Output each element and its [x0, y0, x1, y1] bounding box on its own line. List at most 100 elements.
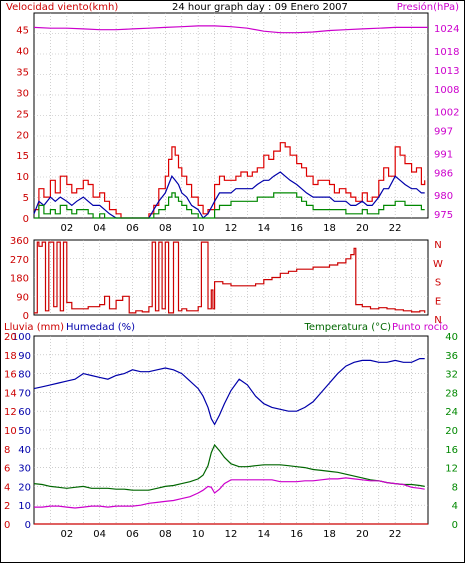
wind-series-wind_avg: [33, 171, 425, 219]
rain-y-tick: 6: [4, 464, 10, 475]
humidity-y-tick: 50: [18, 426, 31, 437]
pressure-y-tick: 980: [434, 191, 453, 202]
x-tick-label: 14: [257, 529, 270, 540]
x-tick-label: 20: [356, 223, 369, 234]
wind-series-wind_min: [34, 192, 425, 219]
temperature-y-tick: 0: [452, 520, 458, 531]
wind-series-pressure: [33, 25, 428, 34]
x-tick-label: 18: [323, 529, 336, 540]
x-tick-label: 16: [290, 223, 303, 234]
direction-y-tick: 90: [16, 292, 29, 303]
temperature-y-tick: 20: [445, 426, 458, 437]
dewpoint-axis-title: Punto rocío: [392, 321, 448, 333]
rain-y-tick: 12: [4, 407, 17, 418]
rain-y-tick: 14: [4, 388, 17, 399]
x-tick-label: 02: [60, 529, 73, 540]
temperature-y-tick: 24: [445, 407, 458, 418]
wind-y-tick: 25: [16, 109, 29, 120]
humidity-y-tick: 0: [25, 520, 31, 531]
wind-y-tick: 20: [16, 130, 29, 141]
rain-y-tick: 18: [4, 351, 17, 362]
humidity-y-tick: 20: [18, 482, 31, 493]
wind-y-tick: 10: [16, 172, 29, 183]
x-tick-label: 14: [257, 223, 270, 234]
wind-y-tick: 35: [16, 68, 29, 79]
x-tick-label: 04: [93, 529, 106, 540]
humidity-y-tick: 70: [18, 388, 31, 399]
direction-y-tick: 0: [23, 311, 29, 322]
rain-y-tick: 20: [4, 332, 17, 343]
x-tick-label: 22: [389, 529, 402, 540]
direction-y-tick: 180: [10, 274, 29, 285]
pressure-y-tick: 997: [434, 127, 453, 138]
rain-y-tick: 0: [4, 520, 10, 531]
compass-label: N: [434, 315, 441, 326]
x-tick-label: 10: [192, 529, 205, 540]
rain-y-tick: 16: [4, 370, 17, 381]
x-tick-label: 02: [60, 223, 73, 234]
temperature-y-tick: 32: [445, 370, 458, 381]
x-tick-label: 22: [389, 223, 402, 234]
pressure-y-tick: 1024: [434, 24, 459, 35]
pressure-y-tick: 1018: [434, 47, 459, 58]
humidity-y-tick: 60: [18, 407, 31, 418]
x-tick-label: 20: [356, 529, 369, 540]
x-tick-label: 16: [290, 529, 303, 540]
hum-temp-series-dewpoint: [34, 477, 425, 509]
x-tick-label: 08: [159, 529, 172, 540]
x-tick-label: 18: [323, 223, 336, 234]
chart-title: 24 hour graph day : 09 Enero 2007: [172, 2, 348, 13]
x-tick-label: 12: [225, 223, 238, 234]
humidity-y-tick: 100: [12, 332, 31, 343]
wind-y-tick: 45: [16, 26, 29, 37]
compass-label: E: [435, 296, 441, 307]
temperature-y-tick: 12: [445, 464, 458, 475]
temperature-y-tick: 16: [445, 445, 458, 456]
rain-axis-title: Lluvia (mm): [4, 322, 64, 333]
pressure-axis-title: Presión(hPa): [397, 1, 459, 13]
temperature-y-tick: 4: [452, 501, 458, 512]
x-tick-label: 06: [126, 529, 139, 540]
humidity-y-tick: 10: [18, 501, 31, 512]
temperature-axis-title: Temperatura (°C): [303, 322, 391, 333]
wind-series-wind: [34, 142, 426, 219]
wind-y-tick: 30: [16, 88, 29, 99]
humidity-y-tick: 80: [18, 370, 31, 381]
chart-panels: 0510152025303540459759809869919971002100…: [4, 12, 459, 540]
wind-axis-title: Velocidad viento(kmh): [6, 2, 118, 13]
hum-temp-series-temperature: [33, 443, 425, 491]
rain-y-tick: 4: [4, 482, 10, 493]
wind-y-tick: 5: [23, 193, 29, 204]
direction-y-tick: 360: [10, 236, 29, 247]
x-tick-label: 08: [159, 223, 172, 234]
wind-y-tick: 0: [23, 214, 29, 225]
direction-series: [34, 241, 426, 314]
pressure-y-tick: 986: [434, 168, 453, 179]
x-tick-label: 10: [192, 223, 205, 234]
temperature-y-tick: 8: [452, 482, 458, 493]
compass-label: S: [435, 278, 441, 289]
rain-y-tick: 10: [4, 426, 17, 437]
temperature-y-tick: 28: [445, 388, 458, 399]
humidity-y-tick: 90: [18, 351, 31, 362]
pressure-y-tick: 975: [434, 210, 453, 221]
direction-y-tick: 270: [10, 255, 29, 266]
pressure-y-tick: 1013: [434, 66, 459, 77]
humidity-y-tick: 30: [18, 464, 31, 475]
compass-label: N: [434, 240, 441, 251]
rain-y-tick: 8: [4, 445, 10, 456]
pressure-y-tick: 1002: [434, 108, 459, 119]
compass-label: W: [433, 259, 443, 270]
x-tick-label: 12: [225, 529, 238, 540]
pressure-y-tick: 991: [434, 149, 453, 160]
rain-y-tick: 2: [4, 501, 10, 512]
temperature-y-tick: 40: [445, 332, 458, 343]
humidity-y-tick: 40: [18, 445, 31, 456]
x-tick-label: 04: [93, 223, 106, 234]
x-tick-label: 06: [126, 223, 139, 234]
pressure-y-tick: 1008: [434, 85, 459, 96]
humidity-axis-title: Humedad (%): [66, 322, 135, 333]
hum-temp-series-humidity: [33, 358, 425, 426]
temperature-y-tick: 36: [445, 351, 458, 362]
